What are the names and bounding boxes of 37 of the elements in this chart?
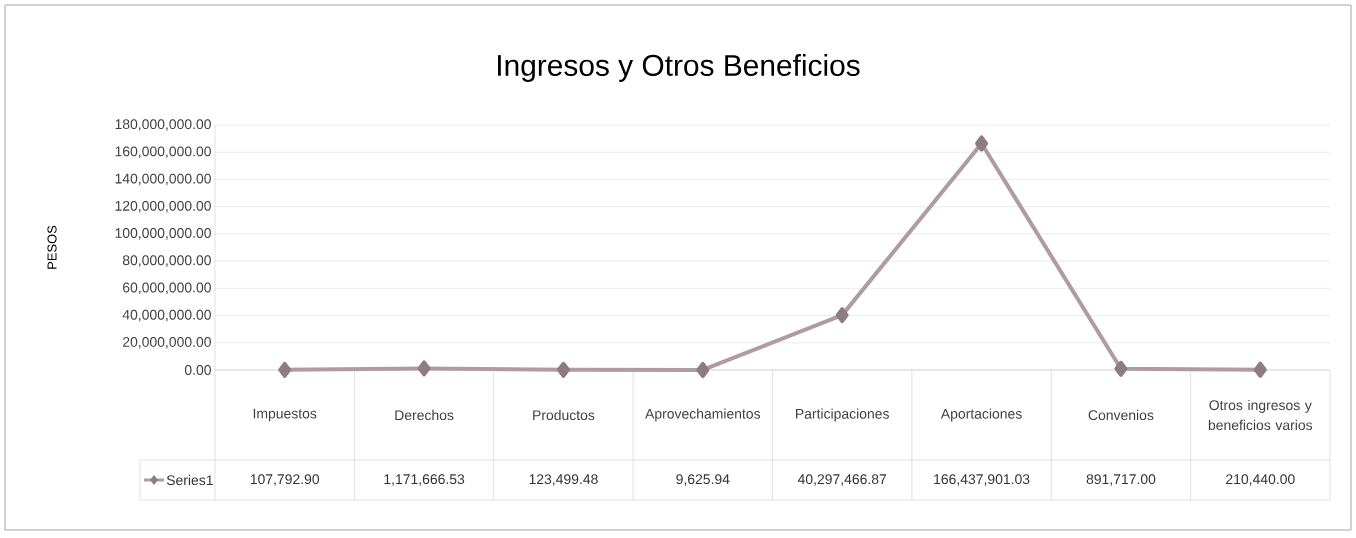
x-tick-label: Convenios <box>1088 409 1154 421</box>
data-label: 107,792.90 <box>250 474 320 486</box>
point <box>278 361 292 378</box>
y-tick-label: 20,000,000.00 <box>123 336 211 349</box>
y-tick-label: 80,000,000.00 <box>122 255 211 267</box>
point <box>1114 360 1128 377</box>
x-tick-label: Aprovechamientos <box>645 408 761 422</box>
y-tick-label: 160,000,000.00 <box>115 146 211 158</box>
point <box>417 360 431 377</box>
x-tick-label: Participaciones <box>796 408 889 422</box>
x-tick-label: Impuestos <box>253 408 317 422</box>
data-label: 166,437,901.03 <box>934 474 1030 486</box>
y-tick-label: 0.00 <box>184 365 211 375</box>
y-tick-label: 120,000,000.00 <box>115 200 211 213</box>
point <box>835 307 849 324</box>
y-tick-label: 180,000,000.00 <box>115 119 211 131</box>
data-label: 123,499.48 <box>529 474 598 486</box>
data-label: 1,171,666.53 <box>384 474 465 486</box>
x-tick-label: Productos <box>533 409 595 421</box>
point <box>556 361 570 378</box>
point <box>696 361 710 378</box>
y-tick-label: 140,000,000.00 <box>115 173 211 186</box>
data-label: 891,717.00 <box>1086 474 1156 486</box>
y-tick-label: 40,000,000.00 <box>122 309 211 322</box>
legend-label: Series1 <box>166 474 213 486</box>
chart-title: Ingresos y Otros Beneficios <box>498 54 860 82</box>
y-axis-title: PESOS <box>47 225 57 269</box>
x-tick-label: Derechos <box>395 409 454 421</box>
y-tick-label: 60,000,000.00 <box>123 282 211 295</box>
point <box>975 135 989 152</box>
x-tick-label: Otros ingresos y beneficios varios <box>1208 399 1313 431</box>
point <box>1253 361 1267 378</box>
y-tick-label: 100,000,000.00 <box>115 228 211 240</box>
data-label: 9,625.94 <box>676 474 730 486</box>
data-label: 40,297,466.87 <box>797 474 887 486</box>
x-tick-label: Aportaciones <box>940 408 1022 422</box>
data-label: 210,440.00 <box>1226 474 1295 486</box>
